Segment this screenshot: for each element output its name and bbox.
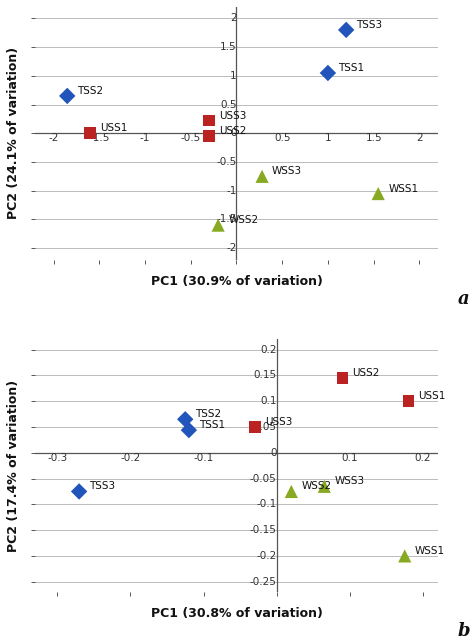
Text: TSS1: TSS1 <box>338 63 364 73</box>
Text: -2: -2 <box>48 133 59 143</box>
Text: -0.3: -0.3 <box>47 453 67 463</box>
Text: 0.15: 0.15 <box>254 370 277 381</box>
Text: USS2: USS2 <box>219 126 246 136</box>
Text: USS3: USS3 <box>265 417 292 427</box>
Text: WSS1: WSS1 <box>388 184 419 194</box>
Y-axis label: PC2 (24.1% of variation): PC2 (24.1% of variation) <box>7 47 20 220</box>
Text: TSS2: TSS2 <box>195 409 221 419</box>
Point <box>288 486 295 497</box>
Text: USS2: USS2 <box>353 368 380 378</box>
Text: 0.1: 0.1 <box>342 453 358 463</box>
Text: TSS3: TSS3 <box>89 482 115 491</box>
Text: -0.1: -0.1 <box>256 499 277 509</box>
Text: 1.5: 1.5 <box>365 133 382 143</box>
Text: 0.2: 0.2 <box>415 453 431 463</box>
Text: -1.5: -1.5 <box>216 214 237 224</box>
Text: -0.25: -0.25 <box>250 576 277 587</box>
Text: -2: -2 <box>226 243 237 253</box>
Text: -0.5: -0.5 <box>216 157 237 167</box>
Text: USS1: USS1 <box>419 391 446 401</box>
Text: 0.5: 0.5 <box>274 133 291 143</box>
Point <box>374 189 382 199</box>
Point <box>86 128 94 138</box>
Text: WSS3: WSS3 <box>272 166 302 176</box>
Text: TSS2: TSS2 <box>77 86 103 96</box>
Point <box>251 422 258 432</box>
Text: TSS3: TSS3 <box>356 20 383 30</box>
Text: b: b <box>457 622 470 640</box>
Point <box>214 220 222 231</box>
Text: 0.1: 0.1 <box>260 396 277 406</box>
Text: 0.2: 0.2 <box>260 345 277 355</box>
Text: 1: 1 <box>325 133 331 143</box>
Text: WSS1: WSS1 <box>415 546 445 556</box>
Point <box>205 131 213 141</box>
Point <box>185 425 192 435</box>
Point <box>75 486 83 497</box>
Text: 2: 2 <box>230 14 237 23</box>
Point <box>64 91 71 101</box>
Text: -0.05: -0.05 <box>250 473 277 484</box>
Text: -0.2: -0.2 <box>256 551 277 561</box>
Point <box>401 551 409 561</box>
Text: 0.05: 0.05 <box>254 422 277 432</box>
Text: -1.5: -1.5 <box>89 133 109 143</box>
Text: 2: 2 <box>416 133 423 143</box>
Text: -0.5: -0.5 <box>181 133 201 143</box>
Text: WSS3: WSS3 <box>334 477 365 486</box>
Text: 0.5: 0.5 <box>220 100 237 109</box>
Text: -1: -1 <box>140 133 150 143</box>
Text: 1: 1 <box>230 71 237 81</box>
Point <box>405 396 412 406</box>
Text: -0.1: -0.1 <box>193 453 214 463</box>
Point <box>258 171 266 182</box>
Text: -0.15: -0.15 <box>250 525 277 535</box>
Text: 0: 0 <box>270 448 277 458</box>
X-axis label: PC1 (30.9% of variation): PC1 (30.9% of variation) <box>151 275 322 288</box>
Text: 0: 0 <box>230 128 237 138</box>
Text: USS3: USS3 <box>219 111 246 120</box>
Text: USS1: USS1 <box>100 123 128 133</box>
Text: a: a <box>458 290 470 308</box>
Point <box>324 68 332 78</box>
Text: TSS1: TSS1 <box>199 420 225 430</box>
Point <box>182 414 189 424</box>
Point <box>320 481 328 491</box>
X-axis label: PC1 (30.8% of variation): PC1 (30.8% of variation) <box>151 607 322 620</box>
Text: -0.2: -0.2 <box>120 453 140 463</box>
Text: -1: -1 <box>226 185 237 196</box>
Point <box>342 24 350 35</box>
Y-axis label: PC2 (17.4% of variation): PC2 (17.4% of variation) <box>7 379 20 552</box>
Text: WSS2: WSS2 <box>301 482 331 491</box>
Text: 1.5: 1.5 <box>220 42 237 52</box>
Point <box>339 373 346 383</box>
Point <box>205 115 213 126</box>
Text: WSS2: WSS2 <box>228 215 258 225</box>
